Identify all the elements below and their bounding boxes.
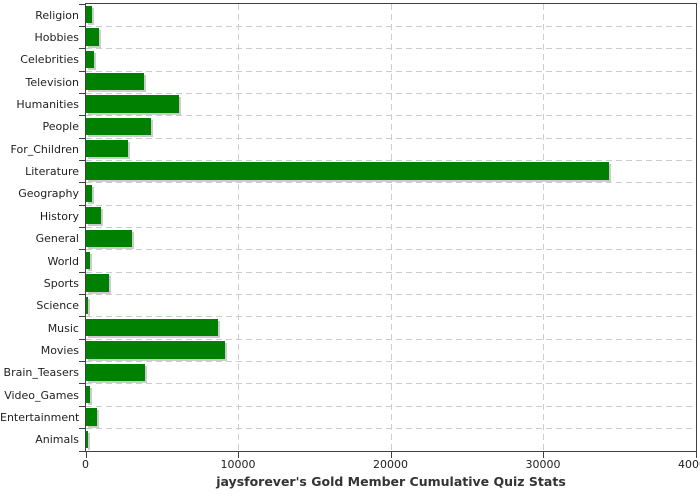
y-axis-tick: [79, 3, 85, 5]
y-axis-tick: [79, 249, 85, 251]
y-axis-tick: [79, 182, 85, 184]
bar-geography: [86, 184, 92, 203]
y-axis-label: Hobbies: [34, 31, 79, 45]
bar-world: [86, 251, 91, 270]
y-axis-tick: [79, 450, 85, 452]
x-axis-tick-label: 40000: [678, 458, 700, 471]
y-axis-label: Religion: [35, 8, 79, 22]
y-axis-tick: [79, 48, 85, 50]
y-axis-tick: [79, 115, 85, 117]
y-axis-label: Geography: [18, 187, 79, 201]
bar-science: [86, 296, 88, 314]
y-axis-tick: [79, 92, 85, 94]
y-axis-tick: [79, 204, 85, 206]
bar-animals: [86, 430, 89, 448]
y-axis-tick: [79, 383, 85, 385]
x-axis-tick-label: 0: [82, 458, 89, 471]
y-axis-label: General: [35, 232, 79, 246]
y-axis-tick: [79, 271, 85, 273]
x-axis-tick: [695, 452, 697, 458]
y-axis-tick: [79, 25, 85, 27]
chart-title: jaysforever's Gold Member Cumulative Qui…: [216, 474, 566, 489]
y-axis-tick: [79, 227, 85, 228]
x-axis-tick: [390, 452, 392, 458]
bar-video_games: [86, 385, 90, 404]
y-axis-tick: [79, 338, 85, 340]
x-axis-tick: [543, 452, 544, 458]
y-axis-label: Video_Games: [4, 388, 79, 402]
bar-humanities: [86, 95, 179, 113]
bar-television: [86, 73, 144, 91]
y-axis-label: Literature: [25, 165, 79, 179]
bar-hobbies: [86, 28, 100, 46]
y-axis-tick: [79, 428, 85, 430]
y-axis-tick: [79, 316, 85, 318]
y-axis-label: For_Children: [10, 142, 79, 156]
y-axis-label: Music: [47, 321, 79, 335]
bar-for_children: [86, 140, 128, 158]
bar-music: [86, 318, 218, 337]
y-axis-label: Sports: [43, 276, 79, 290]
bar-entertainment: [86, 408, 98, 426]
y-axis-tick: [79, 294, 85, 296]
bar-people: [86, 117, 152, 136]
x-axis-tick-label: 10000: [220, 458, 256, 471]
y-axis-label: Movies: [40, 343, 79, 357]
y-axis-label: Animals: [35, 433, 79, 447]
bar-literature: [86, 162, 609, 180]
bar-sports: [86, 274, 109, 292]
x-axis-tick-label: 30000: [525, 458, 561, 471]
y-axis-label: Science: [36, 299, 79, 313]
bar-general: [86, 229, 133, 247]
y-axis-label: Humanities: [16, 98, 79, 112]
y-axis-tick: [79, 159, 85, 161]
y-axis-label: Entertainment: [0, 410, 80, 424]
vertical-gridline: [390, 4, 392, 451]
y-axis-tick: [79, 70, 85, 72]
bar-movies: [86, 341, 226, 359]
bar-celebrities: [86, 50, 95, 69]
x-axis-tick-label: 20000: [373, 458, 408, 471]
vertical-gridline: [238, 4, 239, 451]
y-axis-label: Celebrities: [20, 53, 79, 67]
y-axis-tick: [79, 405, 85, 407]
y-axis-label: History: [39, 209, 79, 223]
y-axis-label: Television: [25, 75, 80, 89]
bar-history: [86, 207, 101, 225]
vertical-gridline: [543, 4, 544, 451]
plot-area: [85, 3, 697, 452]
x-axis-tick: [85, 452, 87, 458]
y-axis-label: Brain_Teasers: [3, 366, 79, 380]
y-axis-tick: [79, 137, 85, 139]
bar-religion: [86, 6, 93, 24]
x-axis-tick: [238, 452, 239, 458]
y-axis-tick: [79, 361, 85, 363]
y-axis-label: World: [47, 254, 79, 268]
y-axis-label: People: [42, 120, 79, 134]
bar-brain_teasers: [86, 363, 146, 381]
